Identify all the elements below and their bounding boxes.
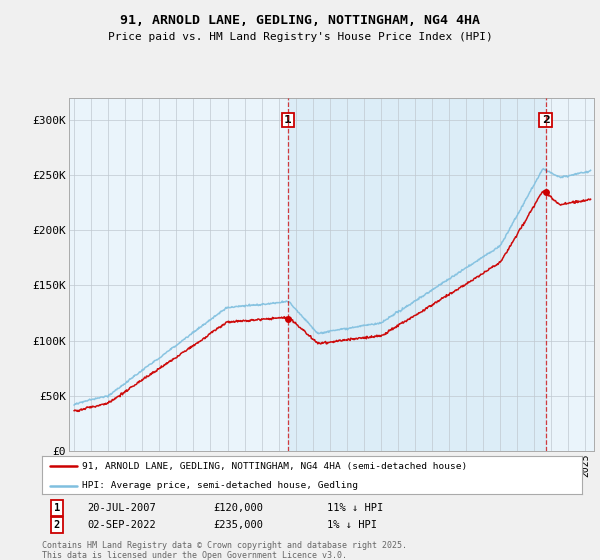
- Text: HPI: Average price, semi-detached house, Gedling: HPI: Average price, semi-detached house,…: [83, 481, 359, 490]
- Text: £235,000: £235,000: [213, 520, 263, 530]
- Text: Price paid vs. HM Land Registry's House Price Index (HPI): Price paid vs. HM Land Registry's House …: [107, 32, 493, 43]
- Text: 2: 2: [542, 115, 550, 125]
- Text: 1% ↓ HPI: 1% ↓ HPI: [327, 520, 377, 530]
- Text: 2: 2: [54, 520, 60, 530]
- Text: Contains HM Land Registry data © Crown copyright and database right 2025.
This d: Contains HM Land Registry data © Crown c…: [42, 541, 407, 560]
- Text: 20-JUL-2007: 20-JUL-2007: [87, 503, 156, 513]
- Text: 1: 1: [54, 503, 60, 513]
- Text: 91, ARNOLD LANE, GEDLING, NOTTINGHAM, NG4 4HA: 91, ARNOLD LANE, GEDLING, NOTTINGHAM, NG…: [120, 14, 480, 27]
- Text: 1: 1: [284, 115, 292, 125]
- Text: 11% ↓ HPI: 11% ↓ HPI: [327, 503, 383, 513]
- Text: £120,000: £120,000: [213, 503, 263, 513]
- Text: 02-SEP-2022: 02-SEP-2022: [87, 520, 156, 530]
- Text: 91, ARNOLD LANE, GEDLING, NOTTINGHAM, NG4 4HA (semi-detached house): 91, ARNOLD LANE, GEDLING, NOTTINGHAM, NG…: [83, 461, 468, 470]
- Bar: [288, 98, 546, 451]
